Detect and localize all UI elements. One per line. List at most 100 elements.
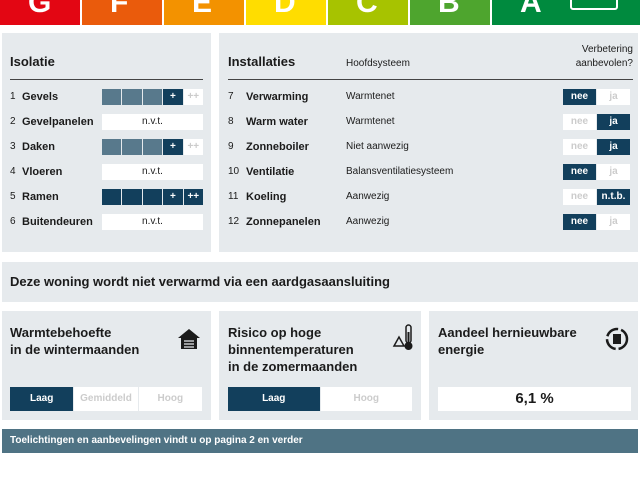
row-system: Niet aanwezig — [346, 141, 409, 152]
row-label: Verwarming — [246, 91, 309, 103]
indicator-title: Risico op hoge — [228, 325, 322, 340]
indicator-title: energie — [438, 342, 485, 357]
advice-option: nee — [563, 189, 596, 205]
row-number: 1 — [10, 91, 16, 102]
rating-segment — [122, 89, 142, 105]
energy-class — [246, 0, 326, 25]
advice-option: nee — [563, 89, 596, 105]
indicator-title: in de wintermaanden — [10, 342, 140, 357]
rating-segment — [142, 189, 163, 205]
renewable-icon — [605, 327, 629, 351]
advice-option: ja — [597, 214, 630, 230]
section-title: Installaties — [228, 54, 296, 69]
advice-option: ja — [597, 139, 630, 155]
row-label: Buitendeuren — [22, 216, 93, 228]
rating-segment: + — [163, 139, 183, 155]
scale-option: Hoog — [320, 387, 412, 411]
energy-arrow — [570, 0, 618, 10]
column-header: Hoofdsysteem — [346, 58, 410, 69]
indicator-title: in de zomermaanden — [228, 359, 358, 374]
energy-class — [410, 0, 490, 25]
energy-class — [492, 0, 640, 25]
column-header: aanbevolen? — [575, 58, 633, 69]
rating-segment — [142, 139, 163, 155]
row-number: 4 — [10, 166, 16, 177]
advice-option: ja — [597, 114, 630, 130]
row-label: Ramen — [22, 191, 59, 203]
row-number: 8 — [228, 116, 234, 127]
footer-bar — [2, 429, 638, 453]
row-number: 12 — [228, 216, 240, 227]
rating-segment — [102, 139, 122, 155]
energy-class — [0, 0, 80, 25]
advice-option: ja — [597, 164, 630, 180]
row-system: Warmtenet — [346, 116, 395, 127]
energy-class-letter: A — [520, 0, 542, 19]
advice-option: n.t.b. — [597, 189, 630, 205]
row-label: Gevels — [22, 91, 59, 103]
row-system: Warmtenet — [346, 91, 395, 102]
scale-option: Laag — [10, 387, 74, 411]
row-number: 2 — [10, 116, 16, 127]
advice-option: nee — [563, 214, 596, 230]
advice-option: nee — [563, 114, 596, 130]
advice-option: nee — [563, 139, 596, 155]
energy-class — [82, 0, 162, 25]
row-label: Zonneboiler — [246, 141, 309, 153]
row-system: Aanwezig — [346, 191, 390, 202]
banner-panel — [2, 262, 638, 302]
rating-segment — [122, 139, 142, 155]
rating-segment — [122, 189, 142, 205]
column-header: Verbetering — [581, 44, 633, 55]
row-label: Gevelpanelen — [22, 116, 94, 128]
energy-class — [164, 0, 244, 25]
energy-class-letter: E — [192, 0, 213, 19]
rating-segment: ++ — [183, 89, 203, 105]
rating-segment: + — [163, 189, 183, 205]
row-system: Balansventilatiesysteem — [346, 166, 454, 177]
scale-option: Gemiddeld — [74, 387, 138, 411]
rating-box: n.v.t. — [102, 164, 203, 180]
row-label: Ventilatie — [246, 166, 295, 178]
rating-segment: + — [163, 89, 183, 105]
indicator-title: binnentemperaturen — [228, 342, 354, 357]
energy-class-letter: D — [274, 0, 296, 19]
rating-box: n.v.t. — [102, 114, 203, 130]
rating-segment: ++ — [183, 189, 203, 205]
scale-option: Laag — [228, 387, 320, 411]
energy-class-letter: C — [356, 0, 378, 19]
house-icon — [178, 329, 200, 349]
advice-option: nee — [563, 164, 596, 180]
row-number: 3 — [10, 141, 16, 152]
row-label: Zonnepanelen — [246, 216, 321, 228]
row-number: 7 — [228, 91, 234, 102]
row-system: Aanwezig — [346, 216, 390, 227]
thermometer-icon — [392, 324, 413, 350]
energy-class — [328, 0, 408, 25]
divider — [228, 79, 633, 80]
indicator-title: Warmtebehoefte — [10, 325, 112, 340]
rating-segment: ++ — [183, 139, 203, 155]
section-title: Isolatie — [10, 54, 55, 69]
rating-segment — [142, 89, 163, 105]
row-number: 11 — [228, 191, 239, 202]
energy-class-letter: G — [28, 0, 52, 19]
row-number: 9 — [228, 141, 234, 152]
rating-box: n.v.t. — [102, 214, 203, 230]
energy-class-letter: B — [438, 0, 460, 19]
scale-option: Hoog — [138, 387, 202, 411]
row-number: 10 — [228, 166, 240, 177]
rating-segment — [102, 189, 122, 205]
rating-segment — [102, 89, 122, 105]
divider — [10, 79, 203, 80]
energy-class-letter: F — [110, 0, 129, 19]
row-number: 5 — [10, 191, 16, 202]
banner-text: Deze woning wordt niet verwarmd via een … — [10, 274, 390, 289]
row-label: Koeling — [246, 191, 287, 203]
advice-option: ja — [597, 89, 630, 105]
row-number: 6 — [10, 216, 16, 227]
row-label: Warm water — [246, 116, 308, 128]
footer-text: Toelichtingen en aanbevelingen vindt u o… — [10, 435, 303, 446]
indicator-title: Aandeel hernieuwbare — [438, 325, 577, 340]
